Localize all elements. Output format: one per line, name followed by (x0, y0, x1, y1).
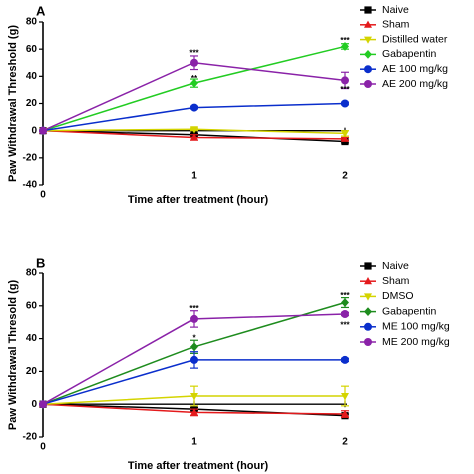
legend-marker (364, 65, 372, 74)
legend-marker (364, 262, 372, 270)
data-point (190, 78, 198, 88)
legend-marker (364, 277, 372, 285)
data-point (39, 126, 47, 135)
panel-label: B (36, 255, 45, 270)
y-tick-label: 80 (26, 17, 38, 28)
legend-label: Gabapentin (382, 48, 436, 60)
legend-item: ME 200 mg/kg (360, 336, 450, 348)
legend-item: AE 200 mg/kg (360, 78, 448, 90)
x-axis-label: Time after treatment (hour) (128, 460, 269, 472)
y-tick-label: -40 (23, 180, 38, 191)
legend-marker (364, 20, 372, 28)
data-point (190, 393, 198, 401)
y-axis-label: Paw Withdrawal Thresold (g) (7, 280, 19, 431)
legend-label: Sham (382, 275, 410, 287)
data-point (190, 103, 198, 112)
panel-label: A (36, 3, 46, 18)
data-point (190, 133, 198, 141)
legend-item: Sham (360, 275, 410, 287)
x-tick-label: 0 (40, 190, 46, 201)
y-axis-label: Paw Withdrawal Threshold (g) (7, 25, 19, 182)
legend-marker (364, 322, 372, 331)
legend-item: DMSO (360, 290, 414, 302)
x-axis-label: Time after treatment (hour) (128, 194, 269, 206)
legend-item: Distilled water (360, 33, 448, 45)
legend-label: Naive (382, 260, 409, 272)
legend-item: AE 100 mg/kg (360, 63, 448, 75)
significance-label: *** (340, 85, 350, 94)
y-tick-label: 60 (26, 300, 38, 311)
legend-label: ME 100 mg/kg (382, 321, 450, 333)
legend-label: Sham (382, 19, 410, 31)
legend-label: AE 100 mg/kg (382, 63, 448, 75)
data-point (341, 355, 349, 364)
legend-label: DMSO (382, 290, 414, 302)
legend-item: Gabapentin (360, 305, 436, 317)
series-me-200-mg-kg (39, 310, 349, 409)
significance-label: *** (340, 321, 350, 330)
y-tick-label: 80 (26, 268, 38, 279)
y-tick-label: 20 (26, 366, 38, 377)
series-ae-200-mg-kg (39, 55, 349, 135)
legend-marker (364, 50, 372, 59)
y-tick-label: 40 (26, 333, 38, 344)
x-tick-label: 1 (191, 437, 197, 448)
data-point (341, 99, 349, 108)
data-point (190, 408, 198, 416)
y-tick-label: 40 (26, 71, 38, 82)
y-tick-label: -20 (23, 152, 38, 163)
legend-marker (364, 36, 372, 44)
legend-marker (364, 80, 372, 88)
data-point (341, 134, 349, 142)
y-tick-label: 20 (26, 98, 38, 109)
data-point (190, 126, 198, 134)
legend-item: Naive (360, 4, 409, 16)
legend-label: Naive (382, 4, 409, 16)
x-tick-label: 2 (342, 171, 348, 182)
significance-label: *** (340, 291, 350, 300)
data-point (190, 355, 198, 364)
y-tick-label: -20 (23, 432, 38, 443)
legend-marker (364, 338, 372, 346)
data-point (341, 310, 349, 318)
data-point (39, 400, 47, 409)
x-tick-label: 2 (342, 437, 348, 448)
data-point (341, 130, 349, 138)
data-point (341, 298, 349, 307)
legend-marker (364, 307, 372, 316)
legend-item: Sham (360, 19, 410, 31)
significance-label: *** (189, 48, 199, 57)
series-line (42, 61, 346, 132)
series-gabapentin (39, 297, 349, 409)
legend-marker (364, 6, 372, 14)
legend-label: ME 200 mg/kg (382, 336, 450, 348)
legend-item: ME 100 mg/kg (360, 321, 450, 333)
legend-marker (364, 293, 372, 301)
data-point (190, 314, 198, 323)
chart-panel-a: A -40 -20 0 20 40 60 80 0 1 2 Time after treatment … (7, 3, 448, 205)
significance-label: ** (191, 74, 198, 83)
legend-label: AE 200 mg/kg (382, 78, 448, 90)
legend-item: Naive (360, 260, 409, 272)
data-point (341, 42, 349, 51)
significance-label: * (192, 334, 196, 343)
y-tick-label: 0 (31, 125, 37, 136)
significance-label: *** (189, 304, 199, 313)
x-tick-label: 0 (40, 442, 46, 453)
data-point (341, 393, 349, 401)
significance-label: *** (340, 36, 350, 45)
y-tick-label: 0 (31, 399, 37, 410)
data-point (190, 58, 198, 67)
data-point (341, 76, 349, 85)
data-point (190, 342, 198, 352)
legend-label: Gabapentin (382, 305, 436, 317)
y-tick-label: 60 (26, 44, 38, 55)
legend-label: Distilled water (382, 33, 448, 45)
data-point (341, 409, 349, 418)
legend-item: Gabapentin (360, 48, 436, 60)
x-tick-label: 1 (191, 171, 197, 182)
